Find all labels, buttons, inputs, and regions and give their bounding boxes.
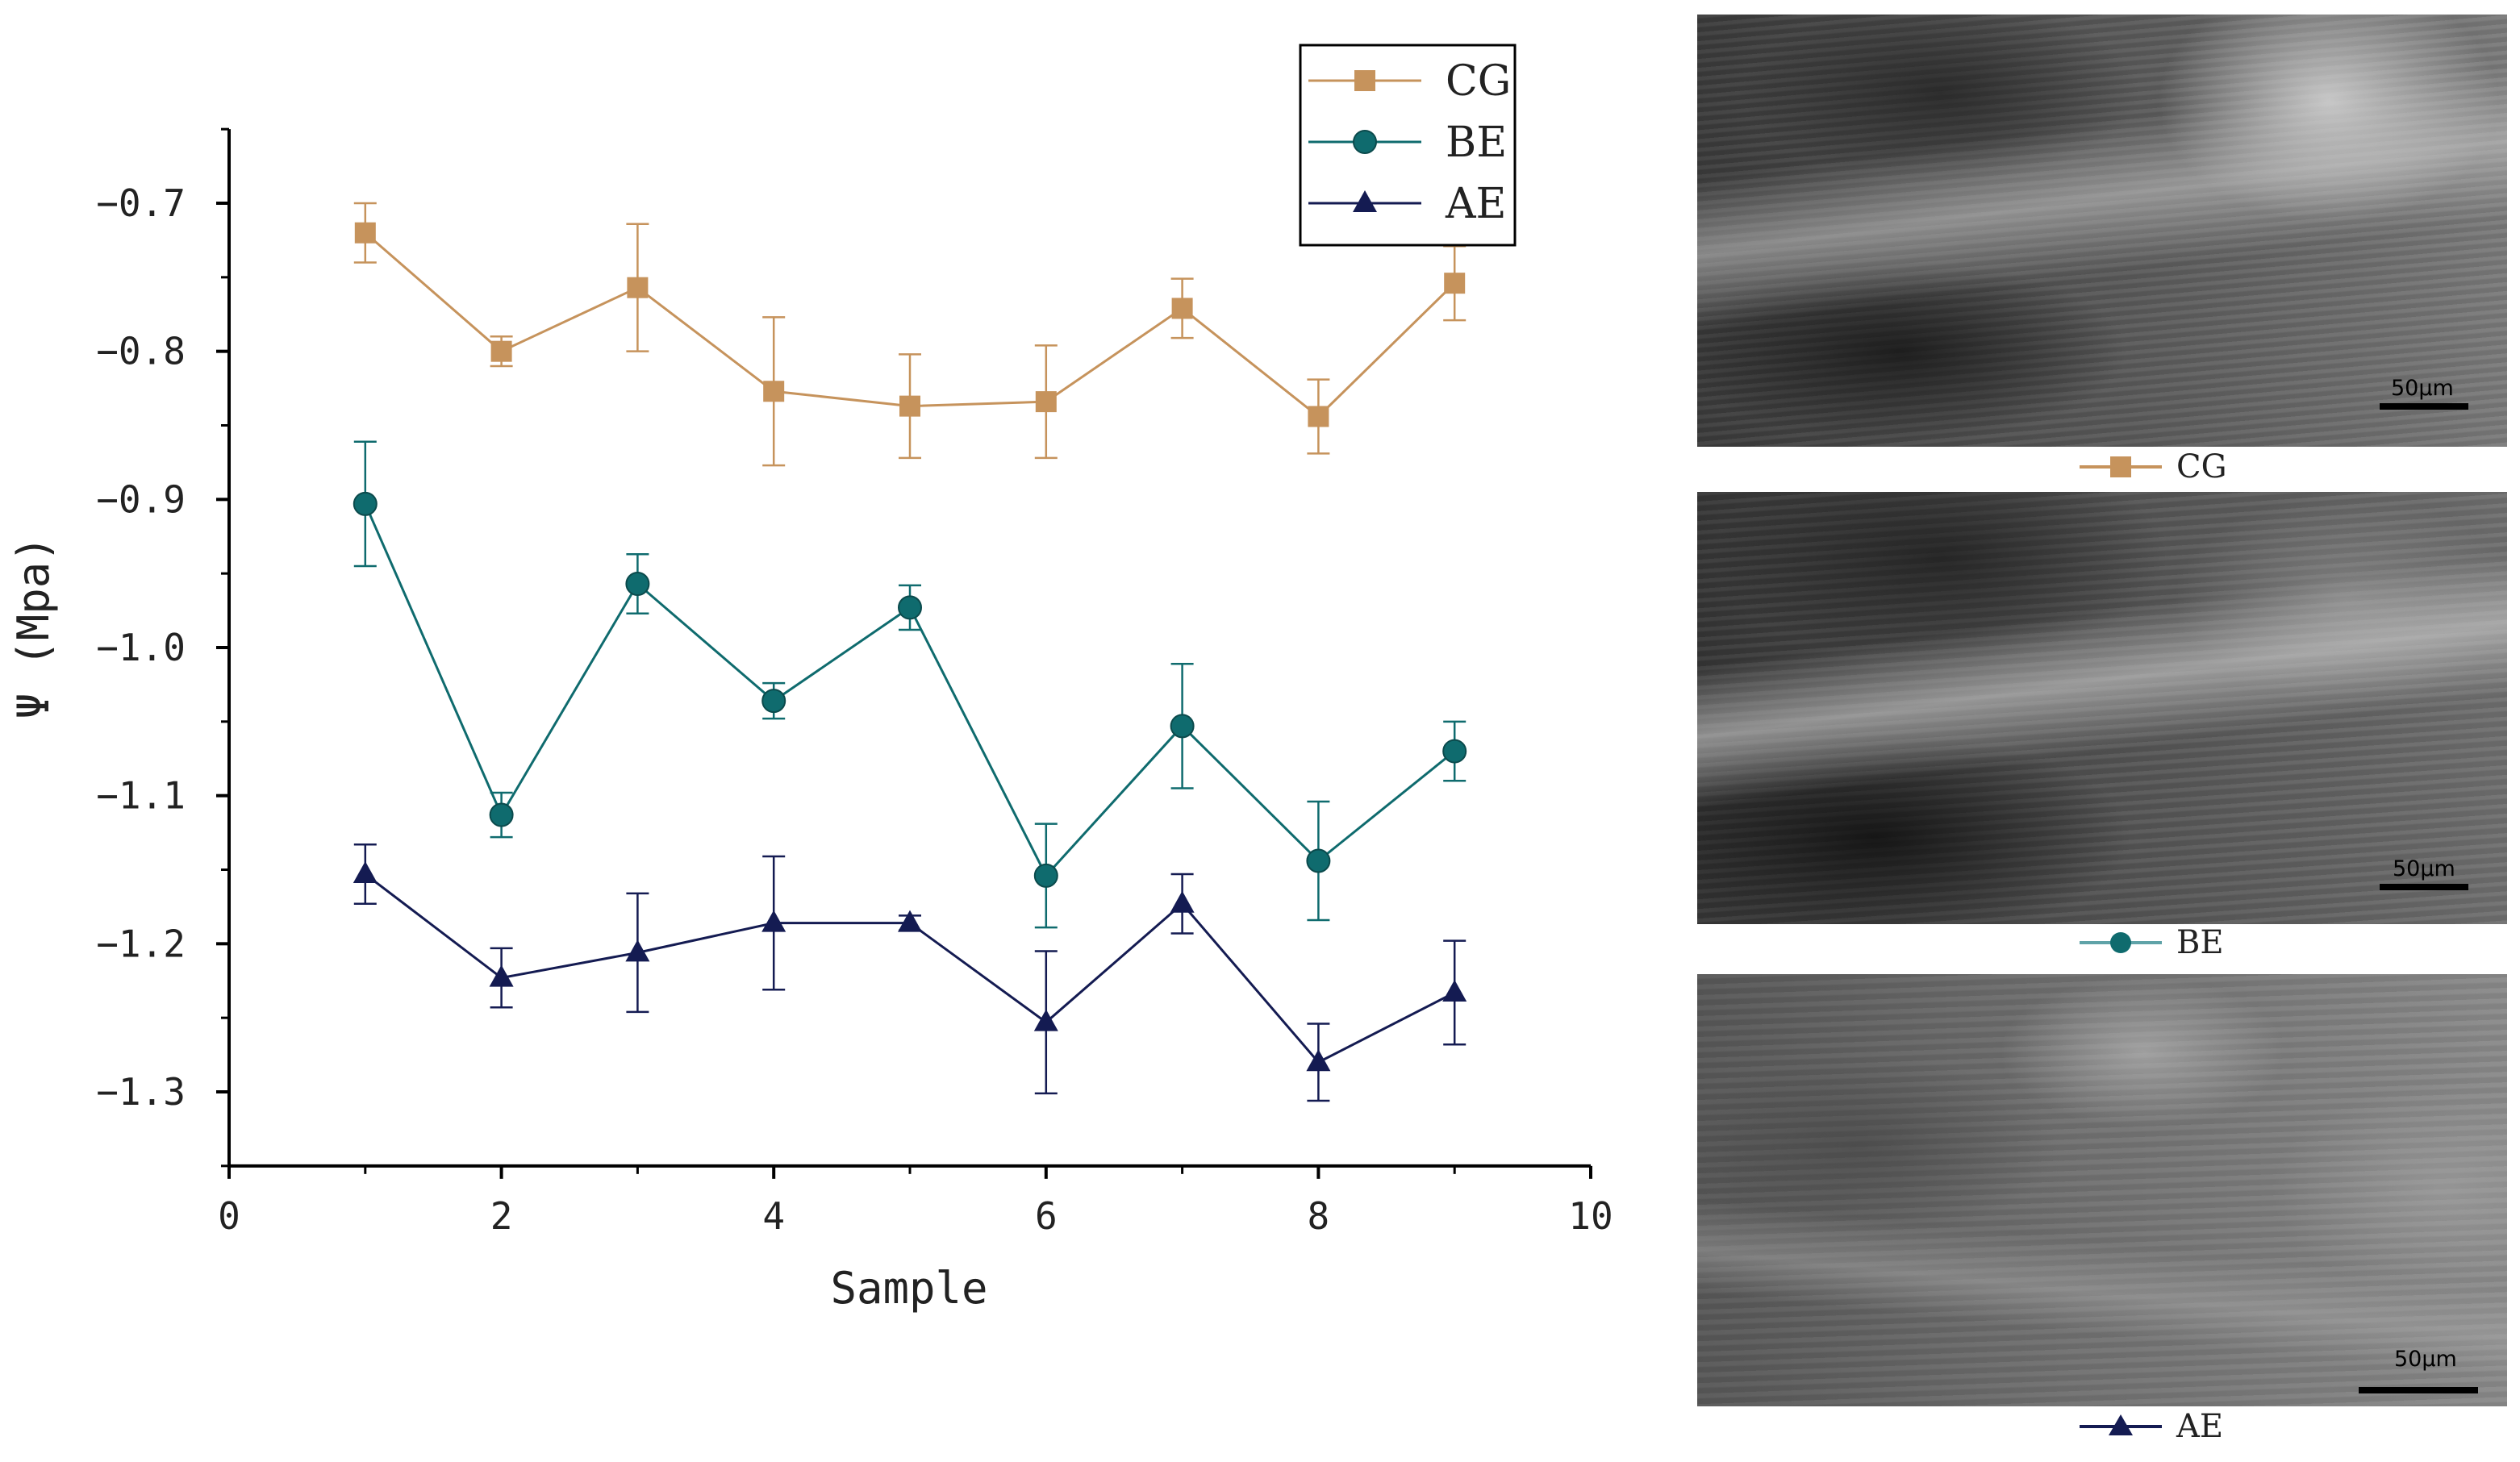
data-point-cg [1308, 406, 1329, 427]
scale-bar [2359, 1387, 2478, 1393]
scale-bar [2380, 403, 2468, 410]
panel-caption-label: BE [2176, 924, 2224, 961]
data-point-ae [1033, 1009, 1058, 1031]
data-point-be [353, 491, 378, 516]
panel-caption-be: BE [2076, 923, 2270, 963]
chart-axes: −0.7 −0.8 −0.9 −1.0 −1.1 −1.2 −1.3 0 2 4 6 8 10 [96, 127, 1613, 1238]
data-point-ae [625, 939, 650, 962]
series-line-be [364, 503, 1456, 878]
y-tick-label: −1.3 [96, 1070, 186, 1114]
data-point-cg [1171, 298, 1193, 319]
legend-box [1299, 44, 1517, 247]
data-point-be [898, 595, 922, 620]
legend: CG BE AE [1299, 44, 1517, 247]
data-point-ae [761, 910, 786, 932]
y-axis-label: Ψ (Mpa) [8, 535, 59, 719]
y-tick-label: −0.7 [96, 181, 186, 225]
micrograph-panel-cg: 50μm CG [1697, 15, 2507, 498]
data-point-be [761, 689, 786, 714]
micrograph-panel-be: 50μm BE [1697, 492, 2507, 976]
panel-caption-ae: AE [2076, 1406, 2270, 1447]
y-tick-label: −1.2 [96, 922, 186, 965]
micrograph-image-ae: 50μm [1697, 974, 2507, 1406]
legend-square-icon [2080, 456, 2162, 477]
data-point-ae [489, 964, 514, 987]
x-tick-label: 10 [1568, 1194, 1613, 1238]
legend-marker-be [1353, 130, 1377, 154]
legend-triangle-icon [2080, 1414, 2162, 1435]
legend-label-ae: AE [1445, 180, 1507, 228]
panel-caption-cg: CG [2076, 447, 2270, 487]
micrograph-panel-ae: 50μm AE [1697, 974, 2507, 1458]
data-point-ae [1170, 890, 1195, 913]
micrograph-image-be: 50μm [1697, 492, 2507, 924]
data-point-cg [490, 340, 512, 362]
series-line-ae [364, 873, 1455, 1064]
data-point-ae [353, 861, 378, 884]
data-point-be [625, 572, 650, 597]
series-be [353, 440, 1467, 929]
micrograph-image-cg: 50μm [1697, 15, 2507, 447]
series-ae [353, 843, 1467, 1102]
legend-circle-icon [2080, 932, 2162, 953]
data-point-ae [898, 910, 922, 932]
x-tick-label: 6 [1035, 1194, 1058, 1238]
data-point-cg [354, 222, 376, 244]
x-tick-label: 2 [490, 1194, 513, 1238]
data-point-ae [1442, 979, 1467, 1002]
data-point-cg [763, 381, 785, 402]
y-tick-label: −1.1 [96, 774, 186, 818]
scale-bar-label: 50μm [2393, 856, 2455, 881]
x-tick-label: 4 [762, 1194, 785, 1238]
data-point-be [1033, 863, 1058, 888]
line-chart: −0.7 −0.8 −0.9 −1.0 −1.1 −1.2 −1.3 0 2 4 6 8 10 CG BE… [8, 44, 1613, 1314]
data-point-be [1170, 714, 1195, 739]
data-point-cg [627, 277, 649, 298]
series-layer [353, 202, 1467, 1102]
panel-caption-label: CG [2176, 448, 2227, 485]
legend-marker-cg [1354, 70, 1375, 91]
legend-label-be: BE [1446, 119, 1507, 167]
scale-bar [2380, 884, 2468, 890]
y-tick-label: −1.0 [96, 626, 186, 669]
legend-label-cg: CG [1446, 57, 1511, 106]
y-tick-label: −0.8 [96, 330, 186, 373]
data-point-cg [899, 395, 920, 417]
data-point-cg [1444, 273, 1466, 294]
data-point-ae [1306, 1049, 1331, 1072]
legend-marker-ae [1353, 190, 1377, 212]
data-point-be [1442, 739, 1467, 764]
panel-caption-label: AE [2176, 1408, 2224, 1445]
x-tick-label: 0 [218, 1194, 240, 1238]
scale-bar-label: 50μm [2391, 376, 2454, 401]
data-point-cg [1035, 391, 1057, 413]
x-axis-label: Sample [830, 1263, 987, 1314]
data-point-be [1306, 848, 1331, 873]
scale-bar-label: 50μm [2394, 1347, 2457, 1372]
y-tick-label: −0.9 [96, 477, 186, 521]
x-tick-label: 8 [1308, 1194, 1330, 1238]
series-cg [353, 202, 1467, 467]
data-point-be [489, 802, 514, 827]
